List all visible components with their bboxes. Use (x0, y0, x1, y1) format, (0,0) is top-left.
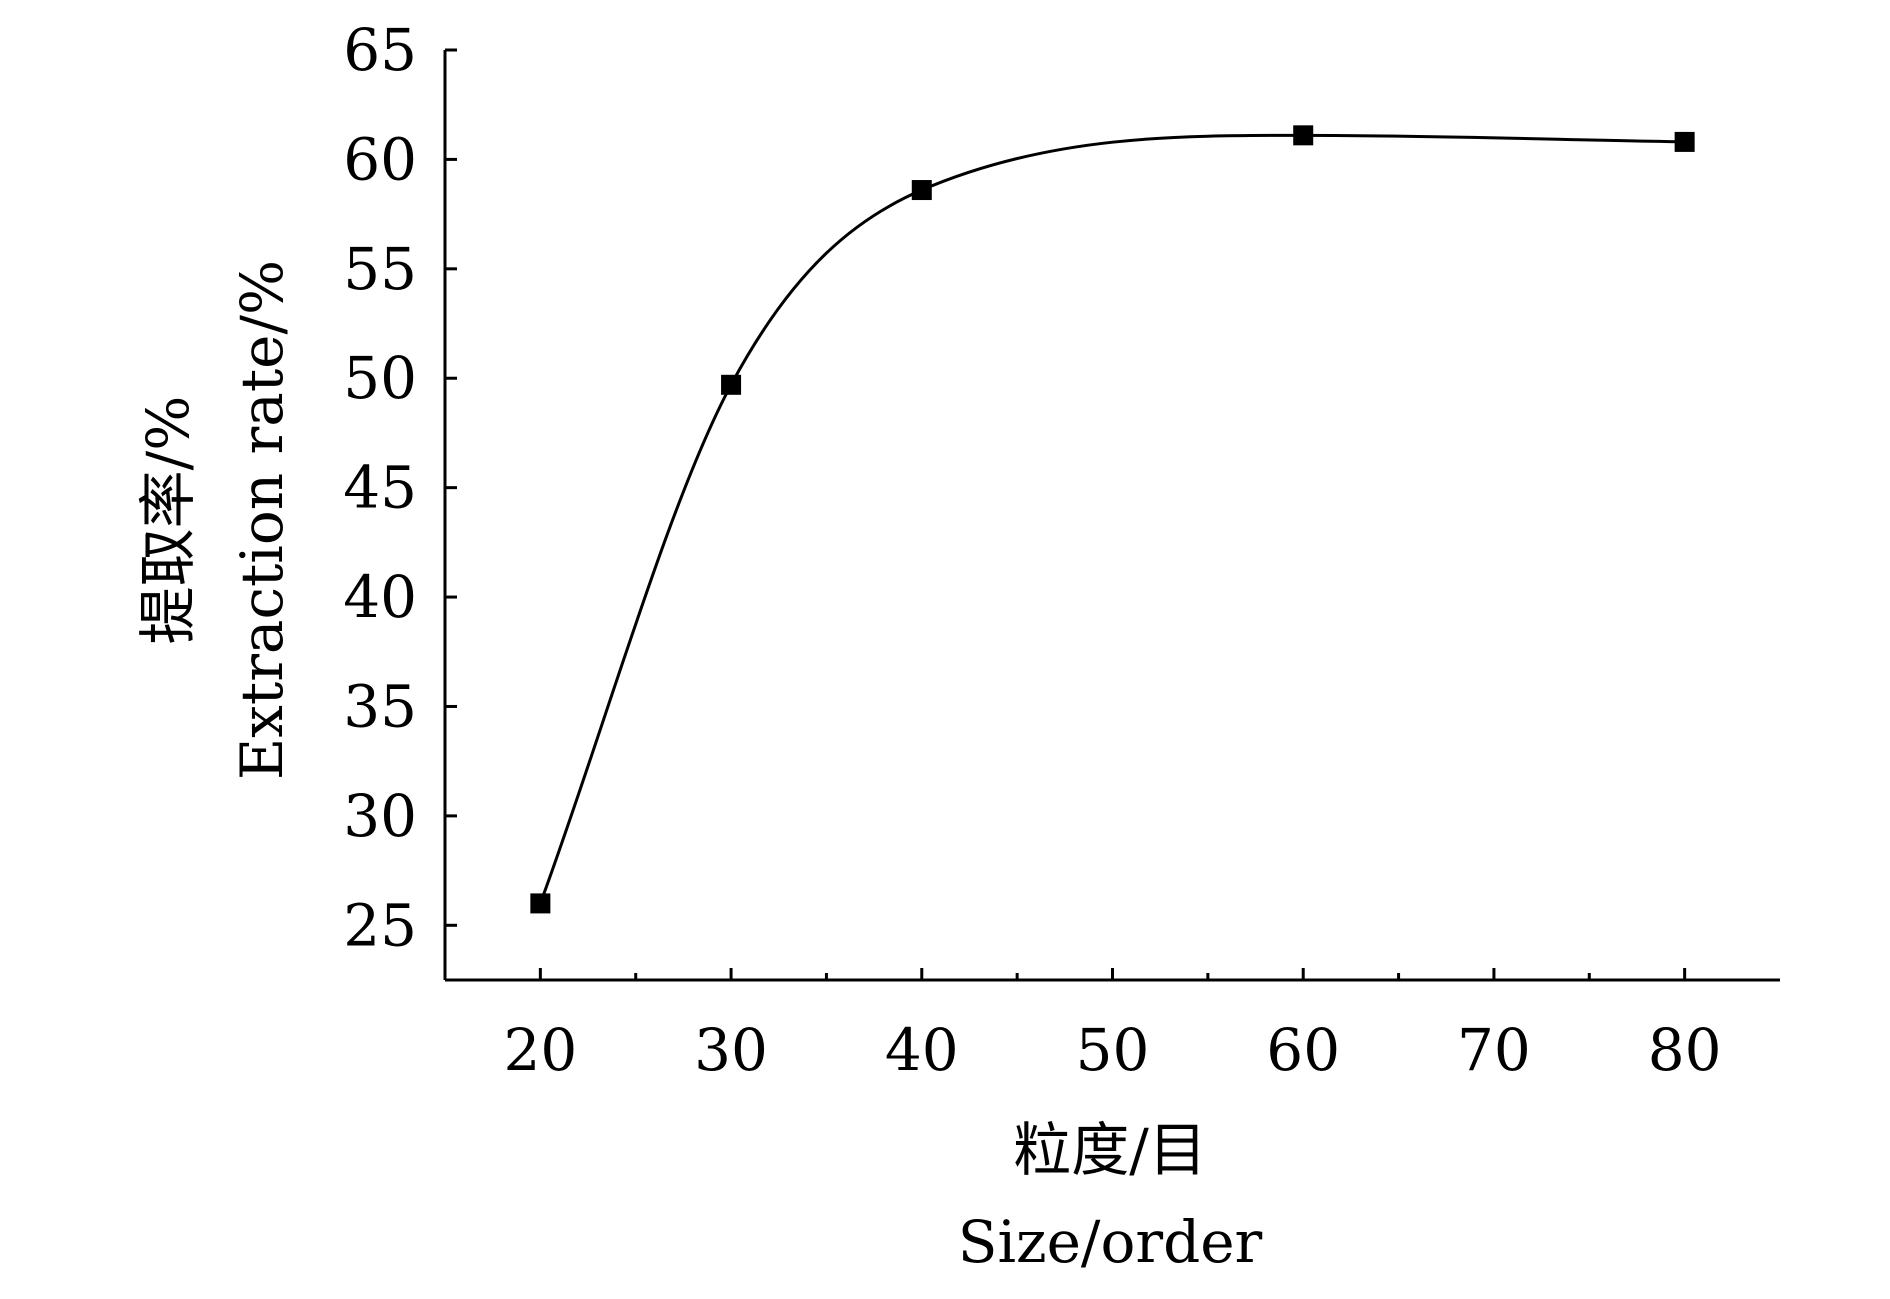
x-axis-label-cn: 粒度/目 (1013, 1116, 1207, 1184)
x-tick-label: 50 (1076, 1016, 1150, 1084)
data-point (1293, 125, 1314, 146)
data-point (721, 374, 742, 395)
x-tick-label: 60 (1266, 1016, 1340, 1084)
x-tick-label: 20 (503, 1016, 577, 1084)
data-point (911, 180, 932, 201)
y-tick-label: 35 (343, 672, 417, 740)
axes (443, 50, 1780, 982)
y-tick-label: 60 (343, 125, 417, 193)
data-point (1674, 131, 1695, 152)
y-tick-label: 55 (343, 235, 417, 303)
x-tick-label: 30 (694, 1016, 768, 1084)
series-line (538, 133, 1685, 904)
y-axis-label-cn: 提取率/% (134, 396, 202, 645)
x-axis-label-en: Size/order (958, 1208, 1263, 1276)
y-axis-label-en: Extraction rate/% (228, 260, 296, 780)
y-tick-label: 45 (343, 454, 417, 522)
x-tick-label: 40 (885, 1016, 959, 1084)
y-tick-label: 65 (343, 16, 417, 84)
axis-labels: 粒度/目 Size/order 提取率/% Extraction rate/% (134, 260, 1263, 1276)
y-tick-label: 40 (343, 563, 417, 631)
y-tick-label: 50 (343, 344, 417, 412)
y-ticks: 25 30 35 40 45 50 55 60 65 (343, 16, 457, 959)
x-ticks: 20 30 40 50 60 70 80 (503, 968, 1722, 1084)
x-tick-label: 70 (1457, 1016, 1531, 1084)
y-tick-label: 25 (343, 891, 417, 959)
y-tick-label: 30 (343, 782, 417, 850)
x-tick-label: 80 (1648, 1016, 1722, 1084)
data-point (530, 893, 551, 914)
series (530, 125, 1695, 914)
